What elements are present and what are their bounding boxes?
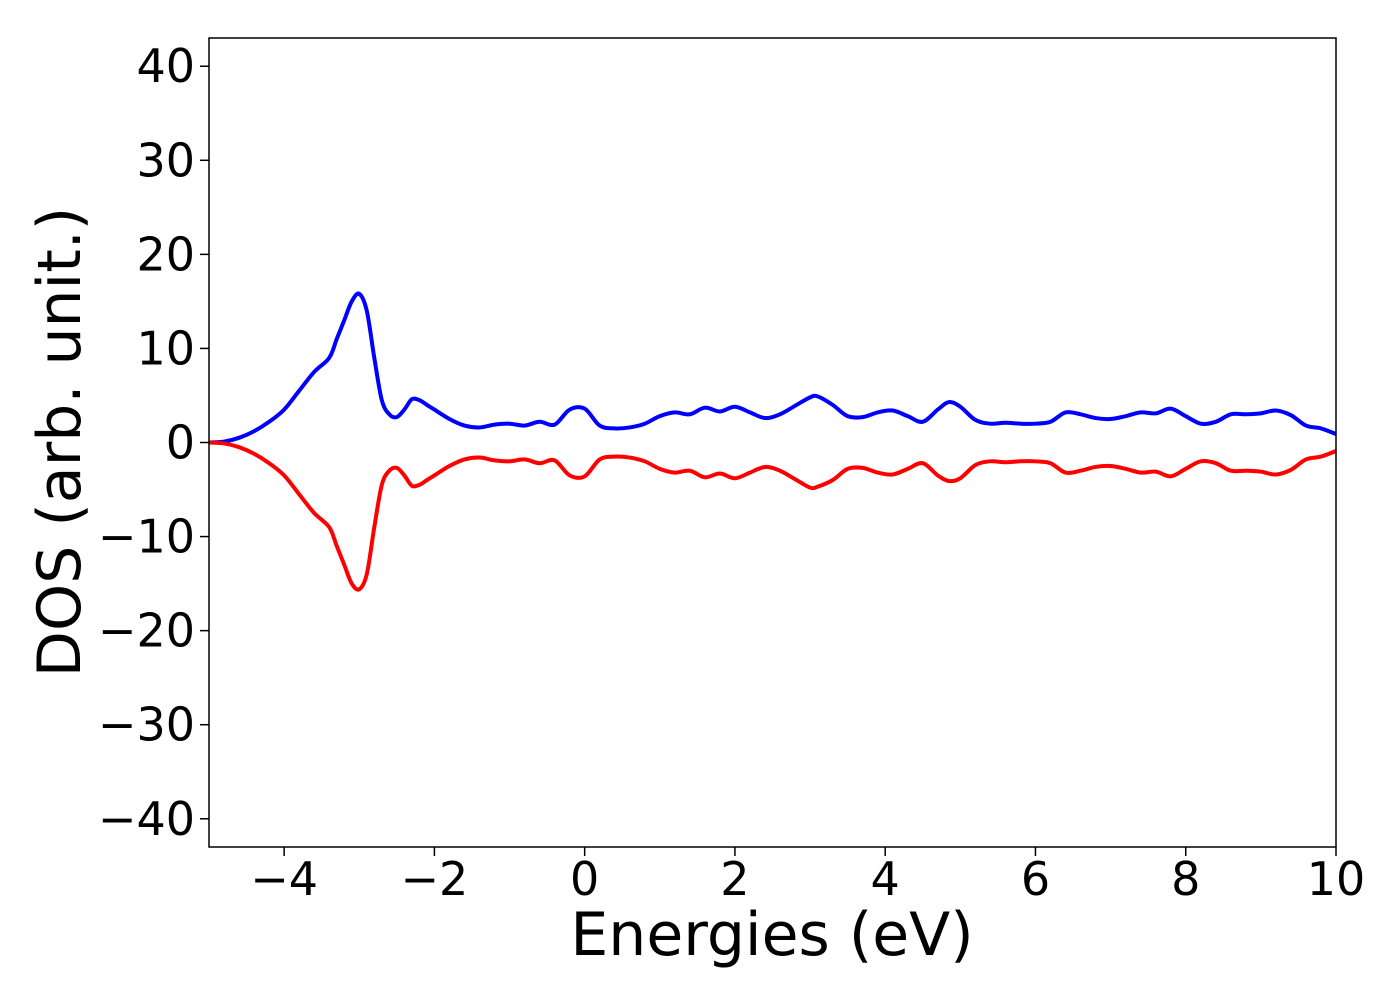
y-tick-label: −40 — [98, 792, 195, 846]
y-tick-label: −20 — [98, 604, 195, 658]
y-tick-label: 40 — [136, 39, 195, 93]
x-tick-label: 8 — [1171, 852, 1200, 906]
x-tick-label: 0 — [570, 852, 599, 906]
series-layer — [209, 291, 1336, 592]
x-axis-label: Energies (eV) — [570, 900, 973, 970]
x-tick-label: 4 — [871, 852, 900, 906]
y-tick-label: 30 — [136, 133, 195, 187]
x-tick-label: 6 — [1021, 852, 1050, 906]
y-tick-label: 20 — [136, 227, 195, 281]
y-tick-label: 10 — [136, 321, 195, 375]
y-tick-label: −30 — [98, 698, 195, 752]
x-axis: −4 −2 0 2 4 6 8 10 — [250, 847, 1365, 906]
x-tick-label: 2 — [720, 852, 749, 906]
dos-series-up-line — [209, 291, 1336, 445]
x-tick-label: −4 — [250, 852, 318, 906]
y-tick-label: −10 — [98, 510, 195, 564]
dos-series-down-line — [209, 440, 1336, 592]
x-tick-label: −2 — [400, 852, 468, 906]
y-axis-label: DOS (arb. unit.) — [25, 207, 95, 677]
y-axis: 40 30 20 10 0 −10 −20 −30 −40 — [98, 39, 209, 846]
plot-frame — [208, 37, 1337, 848]
y-tick-label: 0 — [166, 416, 195, 470]
x-tick-label: 10 — [1307, 852, 1366, 906]
